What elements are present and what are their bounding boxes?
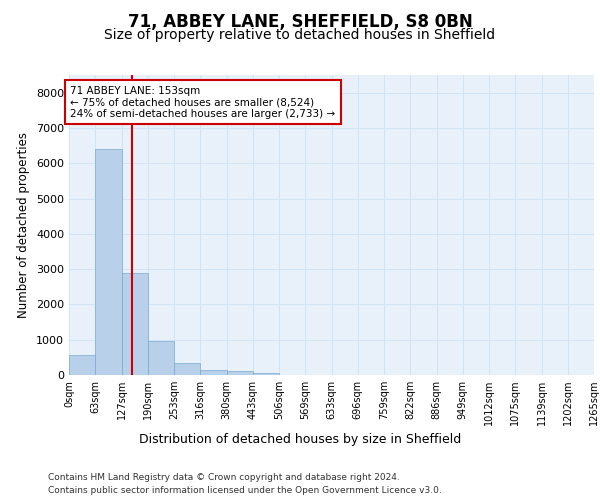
Bar (227, 372, 253, 375)
Bar (174, 362, 200, 375)
Bar (148, 342, 174, 375)
Text: Distribution of detached houses by size in Sheffield: Distribution of detached houses by size … (139, 432, 461, 446)
Bar (200, 370, 227, 375)
Bar (122, 272, 148, 375)
Bar (69, 354, 95, 375)
Y-axis label: Number of detached properties: Number of detached properties (17, 132, 31, 318)
Bar (95, 149, 122, 375)
Text: Contains HM Land Registry data © Crown copyright and database right 2024.: Contains HM Land Registry data © Crown c… (48, 472, 400, 482)
Text: 71, ABBEY LANE, SHEFFIELD, S8 0BN: 71, ABBEY LANE, SHEFFIELD, S8 0BN (128, 12, 472, 30)
Text: Contains public sector information licensed under the Open Government Licence v3: Contains public sector information licen… (48, 486, 442, 495)
Bar (253, 373, 279, 375)
Text: 71 ABBEY LANE: 153sqm
← 75% of detached houses are smaller (8,524)
24% of semi-d: 71 ABBEY LANE: 153sqm ← 75% of detached … (70, 86, 335, 119)
Text: Size of property relative to detached houses in Sheffield: Size of property relative to detached ho… (104, 28, 496, 42)
